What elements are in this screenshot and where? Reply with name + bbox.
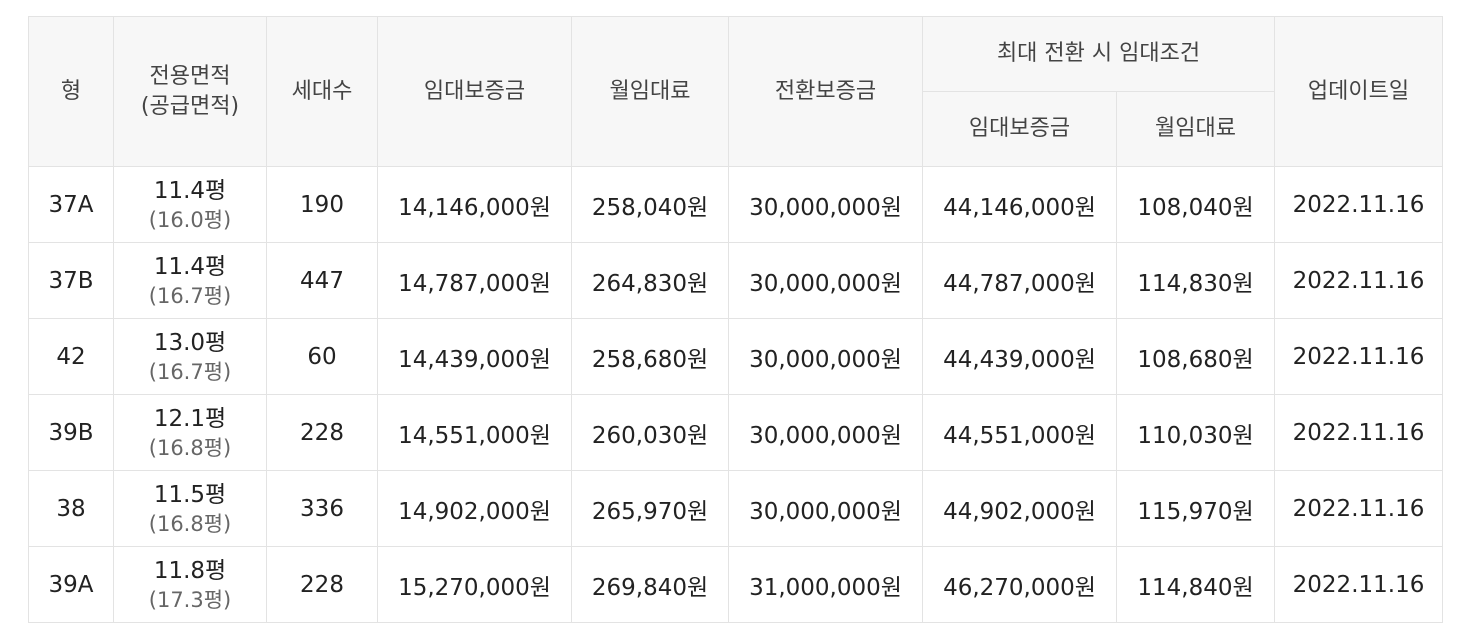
- header-max-deposit: 임대보증금: [922, 91, 1117, 167]
- header-area-supply: (공급면적): [140, 93, 240, 119]
- cell-deposit: 14,787,000원: [377, 242, 572, 319]
- cell-area-supply: (17.3평): [148, 587, 232, 612]
- cell-max-monthly-rent: 114,840원: [1115, 546, 1276, 623]
- cell-area-supply: (16.8평): [148, 511, 232, 536]
- cell-area-exclusive: 11.4평: [153, 253, 227, 280]
- rental-conditions-table: 형 전용면적 (공급면적) 세대수 임대보증금 월임대료 전환보증금 최대 전환…: [28, 16, 1444, 623]
- cell-households: 336: [266, 470, 378, 547]
- cell-max-monthly-rent: 110,030원: [1115, 394, 1276, 471]
- cell-updated: 2022.11.16: [1274, 242, 1444, 319]
- cell-monthly-rent: 264,830원: [571, 242, 729, 319]
- header-updated: 업데이트일: [1274, 16, 1444, 167]
- cell-conversion-deposit: 31,000,000원: [728, 546, 923, 623]
- cell-monthly-rent: 265,970원: [571, 470, 729, 547]
- cell-max-monthly-rent: 108,040원: [1115, 166, 1276, 243]
- cell-deposit: 14,551,000원: [377, 394, 572, 471]
- table-row: 38 11.5평 (16.8평) 336 14,902,000원 265,970원…: [28, 470, 1444, 547]
- cell-area-supply: (16.7평): [148, 283, 232, 308]
- cell-type: 37A: [28, 166, 114, 243]
- cell-monthly-rent: 258,680원: [571, 318, 729, 395]
- cell-area-exclusive: 11.5평: [153, 481, 227, 508]
- table-row: 39A 11.8평 (17.3평) 228 15,270,000원 269,840…: [28, 546, 1444, 623]
- cell-max-deposit: 44,902,000원: [922, 470, 1117, 547]
- cell-max-monthly-rent: 108,680원: [1115, 318, 1276, 395]
- header-conversion-deposit: 전환보증금: [728, 16, 923, 167]
- cell-type: 38: [28, 470, 114, 547]
- rental-conditions-table-container: 형 전용면적 (공급면적) 세대수 임대보증금 월임대료 전환보증금 최대 전환…: [28, 16, 1444, 623]
- cell-max-deposit: 44,787,000원: [922, 242, 1117, 319]
- cell-area: 13.0평 (16.7평): [113, 318, 267, 395]
- cell-conversion-deposit: 30,000,000원: [728, 394, 923, 471]
- cell-deposit: 14,439,000원: [377, 318, 572, 395]
- cell-type: 42: [28, 318, 114, 395]
- cell-type: 39B: [28, 394, 114, 471]
- cell-updated: 2022.11.16: [1274, 546, 1444, 623]
- header-households: 세대수: [266, 16, 378, 167]
- cell-updated: 2022.11.16: [1274, 394, 1444, 471]
- cell-monthly-rent: 260,030원: [571, 394, 729, 471]
- table-row: 39B 12.1평 (16.8평) 228 14,551,000원 260,030…: [28, 394, 1444, 471]
- cell-area-supply: (16.8평): [148, 435, 232, 460]
- cell-type: 39A: [28, 546, 114, 623]
- cell-conversion-deposit: 30,000,000원: [728, 318, 923, 395]
- table-row: 37B 11.4평 (16.7평) 447 14,787,000원 264,830…: [28, 242, 1444, 319]
- cell-updated: 2022.11.16: [1274, 318, 1444, 395]
- header-max-monthly-rent: 월임대료: [1115, 91, 1276, 167]
- cell-area: 11.8평 (17.3평): [113, 546, 267, 623]
- cell-max-monthly-rent: 115,970원: [1115, 470, 1276, 547]
- cell-area-supply: (16.7평): [148, 359, 232, 384]
- cell-type: 37B: [28, 242, 114, 319]
- cell-max-deposit: 44,551,000원: [922, 394, 1117, 471]
- cell-conversion-deposit: 30,000,000원: [728, 166, 923, 243]
- cell-max-deposit: 44,439,000원: [922, 318, 1117, 395]
- cell-monthly-rent: 258,040원: [571, 166, 729, 243]
- cell-area: 11.4평 (16.7평): [113, 242, 267, 319]
- cell-deposit: 14,146,000원: [377, 166, 572, 243]
- cell-area-exclusive: 12.1평: [153, 405, 227, 432]
- cell-conversion-deposit: 30,000,000원: [728, 242, 923, 319]
- cell-max-deposit: 44,146,000원: [922, 166, 1117, 243]
- table-header: 형 전용면적 (공급면적) 세대수 임대보증금 월임대료 전환보증금 최대 전환…: [28, 16, 1444, 167]
- table-row: 37A 11.4평 (16.0평) 190 14,146,000원 258,040…: [28, 166, 1444, 243]
- cell-households: 60: [266, 318, 378, 395]
- table-row: 42 13.0평 (16.7평) 60 14,439,000원 258,680원 …: [28, 318, 1444, 395]
- header-monthly-rent: 월임대료: [571, 16, 729, 167]
- header-deposit: 임대보증금: [377, 16, 572, 167]
- header-area: 전용면적 (공급면적): [113, 16, 267, 167]
- cell-area: 12.1평 (16.8평): [113, 394, 267, 471]
- cell-households: 228: [266, 546, 378, 623]
- cell-max-deposit: 46,270,000원: [922, 546, 1117, 623]
- cell-updated: 2022.11.16: [1274, 166, 1444, 243]
- cell-conversion-deposit: 30,000,000원: [728, 470, 923, 547]
- cell-area-exclusive: 11.4평: [153, 177, 227, 204]
- cell-area-exclusive: 13.0평: [153, 329, 227, 356]
- table-body: 37A 11.4평 (16.0평) 190 14,146,000원 258,040…: [28, 166, 1444, 623]
- cell-area-exclusive: 11.8평: [153, 557, 227, 584]
- cell-area: 11.5평 (16.8평): [113, 470, 267, 547]
- cell-monthly-rent: 269,840원: [571, 546, 729, 623]
- header-max-conversion-group: 최대 전환 시 임대조건: [921, 16, 1276, 92]
- cell-deposit: 15,270,000원: [377, 546, 572, 623]
- cell-area: 11.4평 (16.0평): [113, 166, 267, 243]
- cell-households: 228: [266, 394, 378, 471]
- cell-max-monthly-rent: 114,830원: [1115, 242, 1276, 319]
- header-type: 형: [28, 16, 114, 167]
- cell-households: 190: [266, 166, 378, 243]
- cell-area-supply: (16.0평): [148, 207, 232, 232]
- cell-households: 447: [266, 242, 378, 319]
- cell-deposit: 14,902,000원: [377, 470, 572, 547]
- cell-updated: 2022.11.16: [1274, 470, 1444, 547]
- header-area-exclusive: 전용면적: [149, 63, 231, 89]
